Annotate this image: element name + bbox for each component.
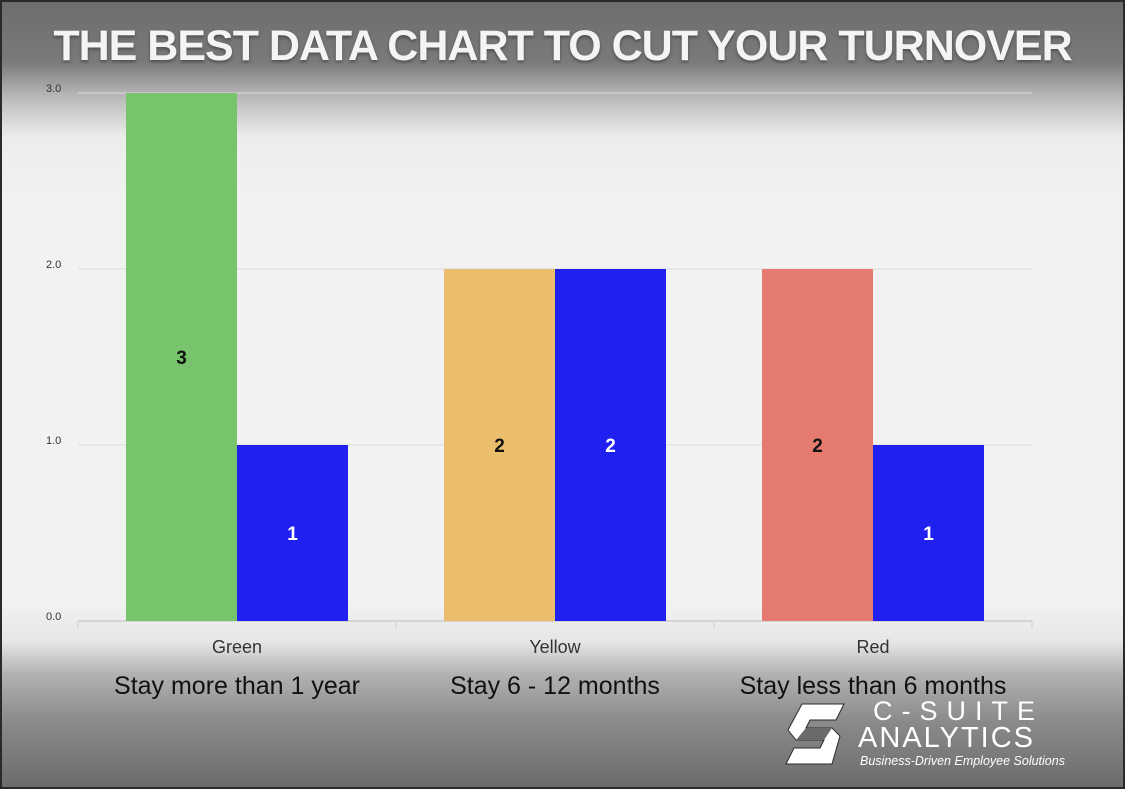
chart-title: THE BEST DATA CHART TO CUT YOUR TURNOVER <box>53 22 1072 70</box>
y-tick-label: 0.0 <box>46 611 61 623</box>
category-description-green: Stay more than 1 year <box>114 672 360 700</box>
x-tick-label: Green <box>212 637 262 657</box>
logo-wordmark-top: C-SUITE <box>873 696 1044 726</box>
logo-wordmark-bottom: ANALYTICS <box>858 722 1036 754</box>
y-tick-label: 1.0 <box>46 435 61 447</box>
bar-green-s1 <box>126 93 237 621</box>
bar-green-s2 <box>237 445 348 621</box>
company-logo: C-SUITE ANALYTICS Business-Driven Employ… <box>780 696 1100 775</box>
bar-yellow-s2 <box>555 269 666 621</box>
data-label: 1 <box>923 524 934 545</box>
bar-red-s1 <box>762 269 873 621</box>
category-description-red: Stay less than 6 months <box>739 672 1007 700</box>
data-label: 3 <box>176 348 187 369</box>
bar-red-s2 <box>873 445 984 621</box>
category-description-yellow: Stay 6 - 12 months <box>450 672 660 700</box>
x-tick-label: Red <box>856 637 889 657</box>
data-label: 2 <box>812 436 823 457</box>
logo-tagline: Business-Driven Employee Solutions <box>860 754 1065 768</box>
x-tick-label: Yellow <box>529 637 581 657</box>
data-label: 1 <box>287 524 298 545</box>
bar-layer <box>126 93 984 621</box>
cs-logo-icon <box>785 703 845 765</box>
data-label: 2 <box>494 436 505 457</box>
y-tick-label: 3.0 <box>46 83 61 95</box>
bar-yellow-s1 <box>444 269 555 621</box>
data-label: 2 <box>605 436 616 457</box>
y-tick-label: 2.0 <box>46 259 61 271</box>
label-layer: 0.0 1.0 2.0 3.0 3 2 2 1 2 1 Green Yellow Red <box>46 83 934 657</box>
